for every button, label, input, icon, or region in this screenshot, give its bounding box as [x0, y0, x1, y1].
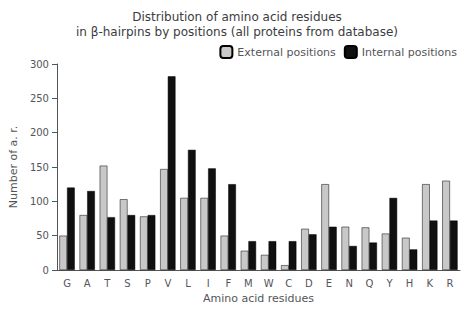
svg-text:H: H: [406, 278, 414, 289]
svg-text:C: C: [285, 278, 292, 289]
svg-text:150: 150: [30, 162, 49, 173]
svg-text:N: N: [345, 278, 352, 289]
svg-text:P: P: [145, 278, 151, 289]
svg-text:Internal positions: Internal positions: [362, 46, 457, 59]
svg-text:I: I: [207, 278, 210, 289]
svg-text:50: 50: [36, 230, 49, 241]
svg-text:T: T: [103, 278, 111, 289]
svg-text:F: F: [225, 278, 231, 289]
svg-text:G: G: [63, 278, 71, 289]
svg-text:300: 300: [30, 59, 49, 70]
svg-text:External positions: External positions: [237, 46, 336, 59]
svg-text:K: K: [426, 278, 433, 289]
svg-text:250: 250: [30, 93, 49, 104]
svg-text:Distribution of amino acid res: Distribution of amino acid residues: [132, 10, 342, 24]
svg-text:V: V: [164, 278, 171, 289]
svg-text:S: S: [124, 278, 130, 289]
svg-text:200: 200: [30, 127, 49, 138]
svg-text:100: 100: [30, 196, 49, 207]
svg-text:Y: Y: [385, 278, 393, 289]
svg-text:Amino acid residues: Amino acid residues: [203, 292, 314, 305]
svg-text:Number of a. r.: Number of a. r.: [7, 126, 20, 209]
svg-text:R: R: [446, 278, 453, 289]
svg-text:D: D: [305, 278, 313, 289]
svg-text:Q: Q: [365, 278, 373, 289]
svg-text:E: E: [326, 278, 332, 289]
svg-text:M: M: [244, 278, 253, 289]
svg-text:A: A: [84, 278, 91, 289]
svg-text:W: W: [264, 278, 274, 289]
svg-text:L: L: [185, 278, 191, 289]
svg-text:0: 0: [43, 265, 49, 276]
svg-text:in β-hairpins by positions (al: in β-hairpins by positions (all proteins…: [76, 25, 398, 39]
